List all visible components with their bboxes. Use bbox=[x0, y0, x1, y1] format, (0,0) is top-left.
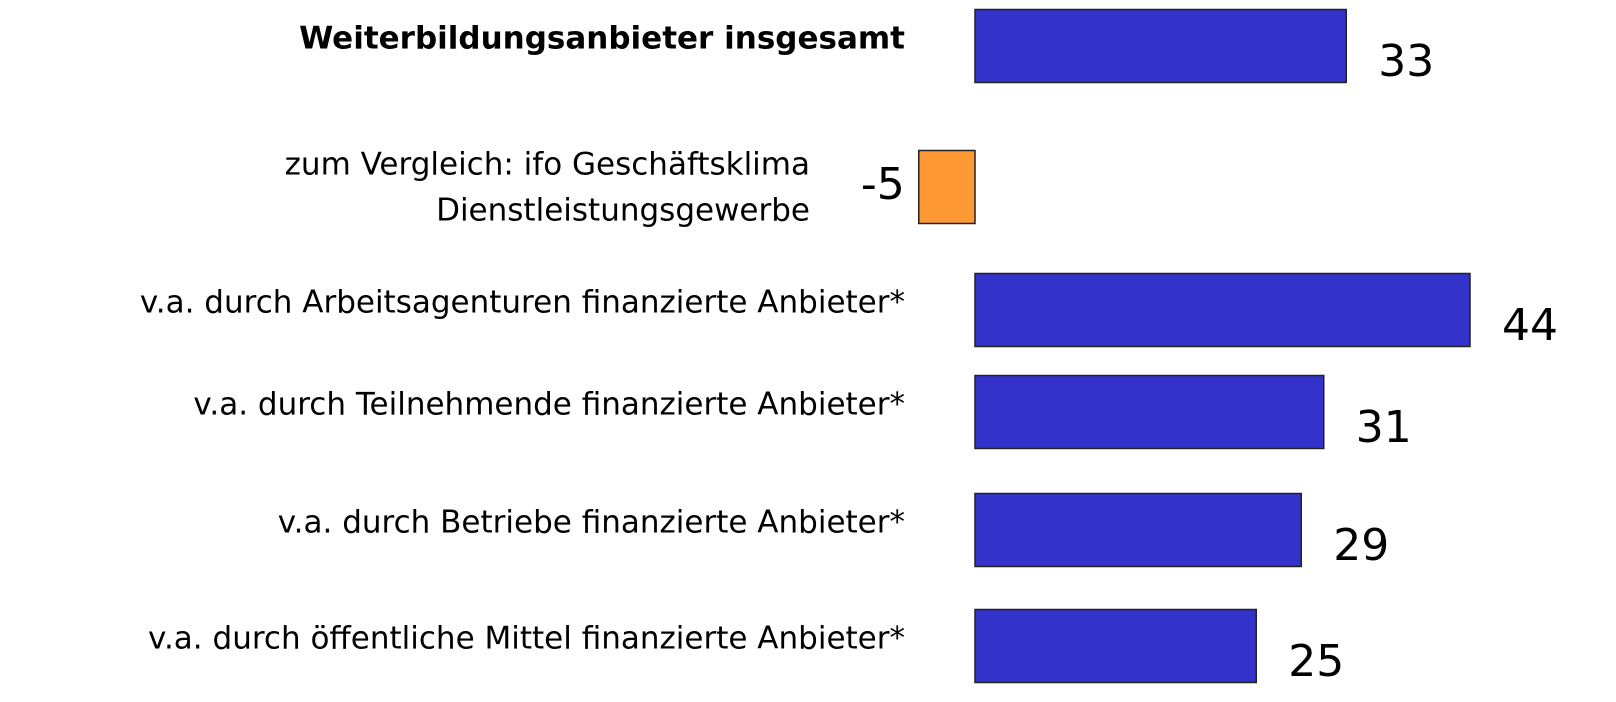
category-label: Dienstleistungsgewerbe bbox=[436, 193, 810, 229]
category-label: v.a. durch Teilnehmende finanzierte Anbi… bbox=[193, 387, 905, 423]
bar bbox=[974, 374, 1325, 450]
bar bbox=[974, 272, 1471, 348]
value-label: 33 bbox=[1378, 36, 1434, 87]
value-label: -5 bbox=[861, 159, 905, 210]
value-label: 25 bbox=[1288, 636, 1344, 687]
bar bbox=[918, 149, 976, 225]
category-label: zum Vergleich: ifo Geschäftsklima bbox=[285, 147, 810, 183]
value-label: 29 bbox=[1333, 520, 1389, 571]
bar bbox=[974, 8, 1347, 84]
value-label: 44 bbox=[1502, 300, 1558, 351]
category-label: v.a. durch Betriebe finanzierte Anbieter… bbox=[278, 505, 905, 541]
category-label: v.a. durch öffentliche Mittel finanziert… bbox=[148, 621, 905, 657]
bar bbox=[974, 492, 1302, 568]
bar bbox=[974, 608, 1257, 684]
category-label: v.a. durch Arbeitsagenturen finanzierte … bbox=[140, 285, 905, 321]
value-label: 31 bbox=[1356, 402, 1412, 453]
category-label: Weiterbildungsanbieter insgesamt bbox=[299, 21, 905, 57]
